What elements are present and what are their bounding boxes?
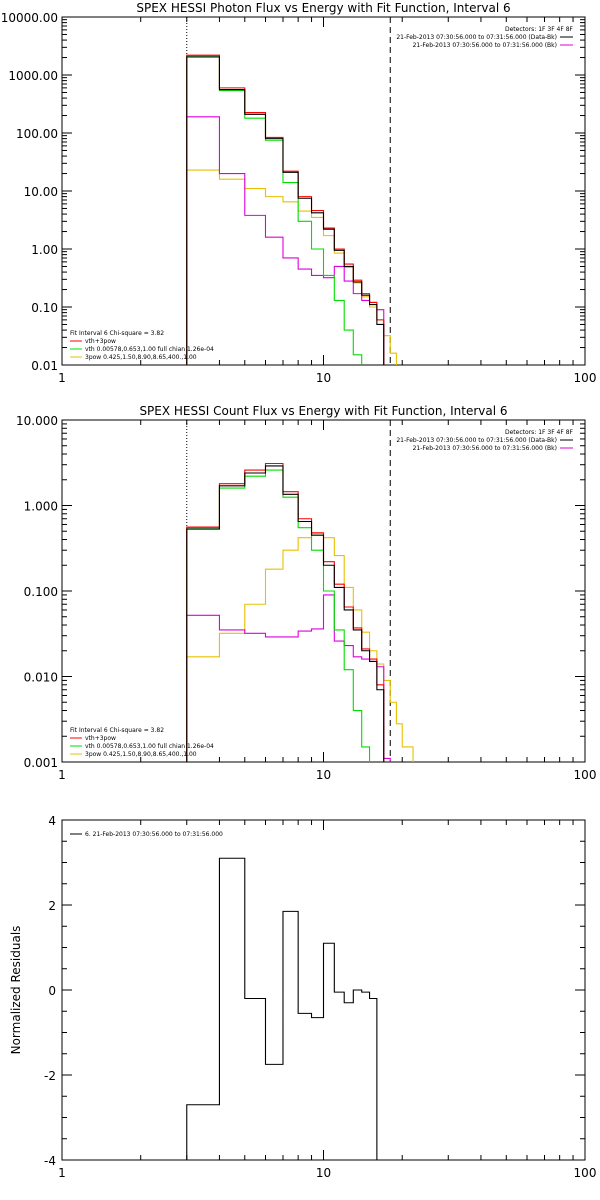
legend-top-entry: 21-Feb-2013 07:30:56.000 to 07:31:56.000… bbox=[396, 34, 557, 41]
series-line-0 bbox=[186, 857, 378, 1160]
y-tick-label: -4 bbox=[44, 1154, 56, 1168]
plot-frame bbox=[61, 16, 586, 366]
legend-bottom-entry: vth 0.00578,0.653,1.00 full chian 1.26e-… bbox=[85, 346, 214, 353]
series-line-1 bbox=[186, 54, 385, 365]
y-tick-label: 1000.00 bbox=[8, 69, 58, 83]
y-axis-label: Normalized Residuals bbox=[9, 926, 23, 1055]
series-line-0 bbox=[186, 465, 385, 762]
series-line-4 bbox=[186, 594, 391, 762]
legend-bottom-entry: 3pow 0.425,1.50,8.90,8.65,400.,1.00 bbox=[85, 354, 197, 361]
legend-top-entry: 21-Feb-2013 07:30:56.000 to 07:31:56.000… bbox=[413, 42, 557, 49]
y-tick-label: -2 bbox=[44, 1069, 56, 1083]
y-tick-label: 10.00 bbox=[24, 185, 58, 199]
y-tick-label: 4 bbox=[48, 814, 56, 828]
legend-bottom-entry: 3pow 0.425,1.50,8.90,8.65,400.,1.00 bbox=[85, 751, 197, 758]
y-tick-label: 100.00 bbox=[16, 127, 58, 141]
y-tick-label: 0.01 bbox=[31, 359, 58, 373]
series-line-3 bbox=[186, 169, 403, 365]
y-tick-label: 10000.00 bbox=[1, 11, 58, 25]
legend-detectors: Detectors: 1F 3F 4F 8F bbox=[505, 429, 574, 436]
x-tick-label: 100 bbox=[574, 371, 597, 385]
x-tick-label: 10 bbox=[316, 768, 331, 782]
legend-detectors: Detectors: 1F 3F 4F 8F bbox=[505, 26, 574, 33]
y-tick-label: 2 bbox=[48, 899, 56, 913]
series-line-1 bbox=[186, 462, 385, 762]
series-line-4 bbox=[186, 116, 391, 365]
y-tick-label: 0 bbox=[48, 984, 56, 998]
legend-top-entry: 21-Feb-2013 07:30:56.000 to 07:31:56.000… bbox=[413, 445, 557, 452]
x-tick-label: 1 bbox=[58, 1166, 66, 1180]
legend-bottom-entry: vth+3pow bbox=[85, 338, 116, 345]
y-tick-label: 1.00 bbox=[31, 243, 58, 257]
y-tick-label: 0.001 bbox=[24, 756, 58, 770]
legend-fit-header: Fit Interval 6 Chi-square = 3.82 bbox=[70, 727, 164, 734]
legend-bottom-entry: vth 0.00578,0.653,1.00 full chian 1.26e-… bbox=[85, 743, 214, 750]
legend-bottom-entry: vth+3pow bbox=[85, 735, 116, 742]
y-tick-label: 1.000 bbox=[24, 500, 58, 514]
chart-title: SPEX HESSI Photon Flux vs Energy with Fi… bbox=[136, 1, 510, 15]
legend-residual-entry: 6. 21-Feb-2013 07:30:56.000 to 07:31:56.… bbox=[85, 831, 223, 838]
x-tick-label: 1 bbox=[58, 371, 66, 385]
series-line-2 bbox=[186, 469, 371, 762]
x-tick-label: 100 bbox=[574, 1166, 597, 1180]
x-tick-label: 10 bbox=[316, 371, 331, 385]
x-tick-label: 10 bbox=[316, 1166, 331, 1180]
series-line-2 bbox=[186, 55, 371, 365]
series-line-3 bbox=[186, 532, 414, 762]
y-tick-label: 0.100 bbox=[24, 585, 58, 599]
x-tick-label: 100 bbox=[574, 768, 597, 782]
legend-top-entry: 21-Feb-2013 07:30:56.000 to 07:31:56.000… bbox=[396, 437, 557, 444]
y-tick-label: 0.10 bbox=[31, 301, 58, 315]
y-tick-label: 0.010 bbox=[24, 671, 58, 685]
series-line-0 bbox=[186, 56, 385, 365]
legend-fit-header: Fit Interval 6 Chi-square = 3.82 bbox=[70, 330, 164, 337]
y-tick-label: 10.000 bbox=[16, 414, 58, 428]
x-tick-label: 1 bbox=[58, 768, 66, 782]
chart-title: SPEX HESSI Count Flux vs Energy with Fit… bbox=[139, 404, 507, 418]
